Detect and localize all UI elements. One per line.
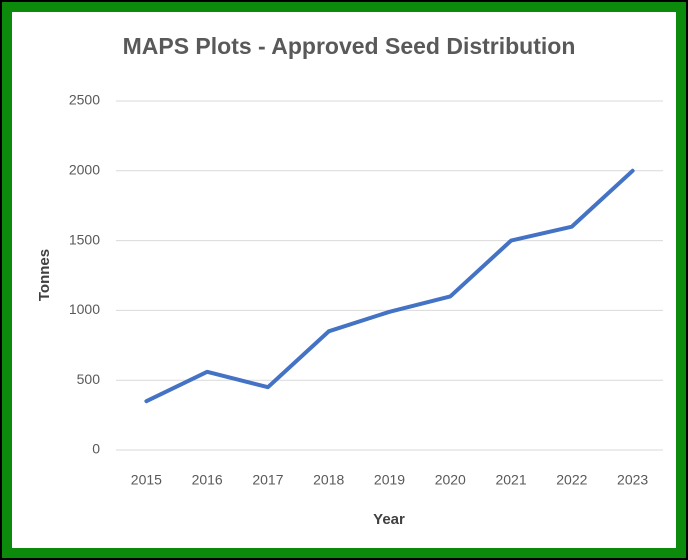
y-tick-label: 1500 [69, 231, 100, 247]
x-tick-label: 2016 [192, 472, 223, 488]
x-tick-label: 2017 [252, 472, 283, 488]
chart-title: MAPS Plots - Approved Seed Distribution [123, 33, 576, 59]
y-tick-label: 2000 [69, 162, 100, 178]
x-tick-label: 2021 [495, 472, 526, 488]
y-tick-label: 0 [92, 441, 100, 457]
chart-area [12, 12, 676, 548]
x-tick-label: 2015 [131, 472, 162, 488]
y-tick-label: 2500 [69, 92, 100, 108]
y-tick-label: 500 [77, 371, 101, 387]
x-tick-label: 2019 [374, 472, 405, 488]
x-tick-label: 2018 [313, 472, 344, 488]
x-tick-label: 2022 [556, 472, 587, 488]
x-tick-label: 2020 [435, 472, 466, 488]
y-tick-label: 1000 [69, 301, 100, 317]
y-axis-title: Tonnes [36, 249, 53, 301]
x-axis-title: Year [373, 511, 405, 528]
data-line [144, 168, 635, 404]
x-tick-label: 2023 [617, 472, 648, 488]
